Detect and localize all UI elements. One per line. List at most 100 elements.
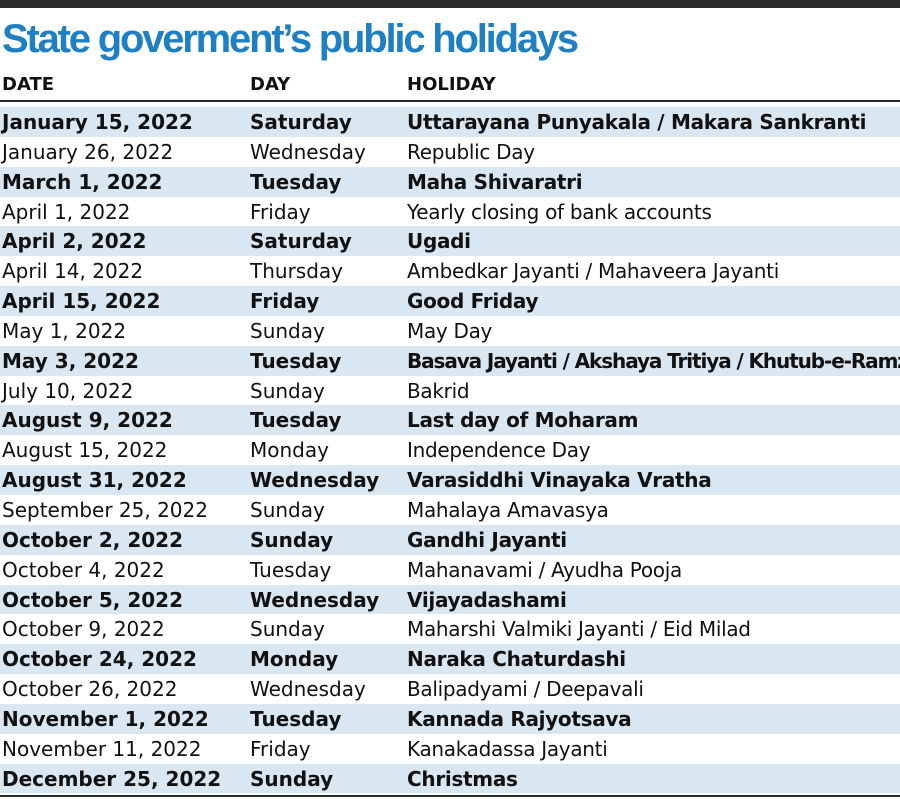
- table-row: April 2, 2022 Saturday Ugadi: [0, 226, 900, 257]
- day-cell: Sunday: [250, 318, 325, 343]
- header-holiday: HOLIDAY: [407, 74, 496, 95]
- holiday-cell: Gandhi Jayanti: [407, 527, 567, 552]
- table-row: October 5, 2022 Wednesday Vijayadashami: [0, 584, 900, 615]
- holiday-cell: Kannada Rajyotsava: [407, 706, 632, 731]
- page-title: State goverment’s public holidays: [2, 17, 579, 61]
- holiday-cell: Mahanavami / Ayudha Pooja: [407, 557, 682, 582]
- day-cell: Wednesday: [250, 468, 380, 493]
- table-row: May 1, 2022 Sunday May Day: [0, 316, 900, 346]
- holiday-cell: Balipadyami / Deepavali: [407, 677, 644, 702]
- date-cell: October 9, 2022: [2, 617, 165, 642]
- holiday-cell: Good Friday: [407, 289, 539, 314]
- table-row: January 26, 2022 Wednesday Republic Day: [0, 137, 900, 167]
- day-cell: Tuesday: [250, 706, 342, 731]
- date-cell: April 2, 2022: [2, 229, 147, 254]
- table-row: April 15, 2022 Friday Good Friday: [0, 286, 900, 316]
- table-row: January 15, 2022 Saturday Uttarayana Pun…: [0, 107, 900, 137]
- holiday-table: January 15, 2022 Saturday Uttarayana Pun…: [0, 107, 900, 794]
- table-row: July 10, 2022 Sunday Bakrid: [0, 376, 900, 406]
- table-row: March 1, 2022 Tuesday Maha Shivaratri: [0, 166, 900, 197]
- bottom-rule: [0, 795, 900, 797]
- date-cell: August 9, 2022: [2, 408, 173, 433]
- holiday-cell: Basava Jayanti / Akshaya Tritiya / Khutu…: [407, 348, 900, 373]
- day-cell: Wednesday: [250, 139, 366, 164]
- day-cell: Sunday: [250, 378, 325, 403]
- date-cell: October 26, 2022: [2, 677, 178, 702]
- date-cell: October 5, 2022: [2, 587, 184, 612]
- day-cell: Friday: [250, 199, 311, 224]
- day-cell: Friday: [250, 289, 320, 314]
- holiday-cell: Republic Day: [407, 139, 535, 164]
- holiday-cell: Last day of Moharam: [407, 408, 639, 433]
- holiday-cell: Christmas: [407, 766, 518, 791]
- day-cell: Sunday: [250, 617, 325, 642]
- date-cell: April 1, 2022: [2, 199, 131, 224]
- holiday-cell: Ambedkar Jayanti / Mahaveera Jayanti: [407, 259, 779, 284]
- header-date: DATE: [2, 74, 55, 95]
- holiday-cell: Mahalaya Amavasya: [407, 497, 609, 522]
- date-cell: November 11, 2022: [2, 736, 202, 761]
- date-cell: May 3, 2022: [2, 348, 139, 373]
- table-header: DATE DAY HOLIDAY: [0, 70, 900, 102]
- day-cell: Friday: [250, 736, 311, 761]
- table-row: April 1, 2022 Friday Yearly closing of b…: [0, 197, 900, 227]
- day-cell: Monday: [250, 438, 329, 463]
- date-cell: April 14, 2022: [2, 259, 144, 284]
- holiday-cell: May Day: [407, 318, 493, 343]
- table-row: October 2, 2022 Sunday Gandhi Jayanti: [0, 524, 900, 555]
- holiday-cell: Naraka Chaturdashi: [407, 647, 626, 672]
- holiday-cell: Ugadi: [407, 229, 471, 254]
- day-cell: Saturday: [250, 229, 352, 254]
- table-row: October 9, 2022 Sunday Maharshi Valmiki …: [0, 614, 900, 644]
- date-cell: April 15, 2022: [2, 289, 161, 314]
- holiday-cell: Varasiddhi Vinayaka Vratha: [407, 468, 712, 493]
- holiday-cell: Maha Shivaratri: [407, 169, 583, 194]
- date-cell: July 10, 2022: [2, 378, 134, 403]
- day-cell: Tuesday: [250, 169, 342, 194]
- date-cell: September 25, 2022: [2, 497, 208, 522]
- day-cell: Wednesday: [250, 587, 380, 612]
- date-cell: October 4, 2022: [2, 557, 165, 582]
- table-row: October 24, 2022 Monday Naraka Chaturdas…: [0, 644, 900, 675]
- date-cell: October 2, 2022: [2, 527, 184, 552]
- table-row: August 9, 2022 Tuesday Last day of Mohar…: [0, 405, 900, 436]
- holiday-cell: Independence Day: [407, 438, 591, 463]
- table-row: August 15, 2022 Monday Independence Day: [0, 435, 900, 465]
- table-row: November 11, 2022 Friday Kanakadassa Jay…: [0, 734, 900, 764]
- table-row: September 25, 2022 Sunday Mahalaya Amava…: [0, 495, 900, 525]
- holiday-cell: Vijayadashami: [407, 587, 567, 612]
- holiday-cell: Kanakadassa Jayanti: [407, 736, 608, 761]
- holiday-cell: Maharshi Valmiki Jayanti / Eid Milad: [407, 617, 751, 642]
- table-row: May 3, 2022 Tuesday Basava Jayanti / Aks…: [0, 345, 900, 376]
- date-cell: January 26, 2022: [2, 139, 174, 164]
- date-cell: December 25, 2022: [2, 766, 222, 791]
- day-cell: Saturday: [250, 110, 352, 134]
- date-cell: May 1, 2022: [2, 318, 127, 343]
- day-cell: Thursday: [250, 259, 343, 284]
- date-cell: August 15, 2022: [2, 438, 168, 463]
- day-cell: Sunday: [250, 497, 325, 522]
- day-cell: Tuesday: [250, 557, 332, 582]
- header-day: DAY: [250, 74, 291, 95]
- date-cell: October 24, 2022: [2, 647, 197, 672]
- day-cell: Wednesday: [250, 677, 366, 702]
- table-row: October 26, 2022 Wednesday Balipadyami /…: [0, 674, 900, 704]
- table-row: October 4, 2022 Tuesday Mahanavami / Ayu…: [0, 555, 900, 585]
- day-cell: Monday: [250, 647, 339, 672]
- table-row: August 31, 2022 Wednesday Varasiddhi Vin…: [0, 465, 900, 495]
- table-row: April 14, 2022 Thursday Ambedkar Jayanti…: [0, 256, 900, 286]
- date-cell: March 1, 2022: [2, 169, 163, 194]
- day-cell: Tuesday: [250, 408, 342, 433]
- day-cell: Sunday: [250, 766, 334, 791]
- table-row: December 25, 2022 Sunday Christmas: [0, 763, 900, 794]
- table-row: November 1, 2022 Tuesday Kannada Rajyots…: [0, 703, 900, 734]
- date-cell: January 15, 2022: [2, 110, 193, 134]
- date-cell: August 31, 2022: [2, 468, 187, 493]
- holiday-cell: Yearly closing of bank accounts: [407, 199, 712, 224]
- day-cell: Sunday: [250, 527, 334, 552]
- top-rule: [0, 0, 900, 8]
- holiday-cell: Uttarayana Punyakala / Makara Sankranti: [407, 110, 867, 134]
- holiday-cell: Bakrid: [407, 378, 470, 403]
- date-cell: November 1, 2022: [2, 706, 209, 731]
- day-cell: Tuesday: [250, 348, 342, 373]
